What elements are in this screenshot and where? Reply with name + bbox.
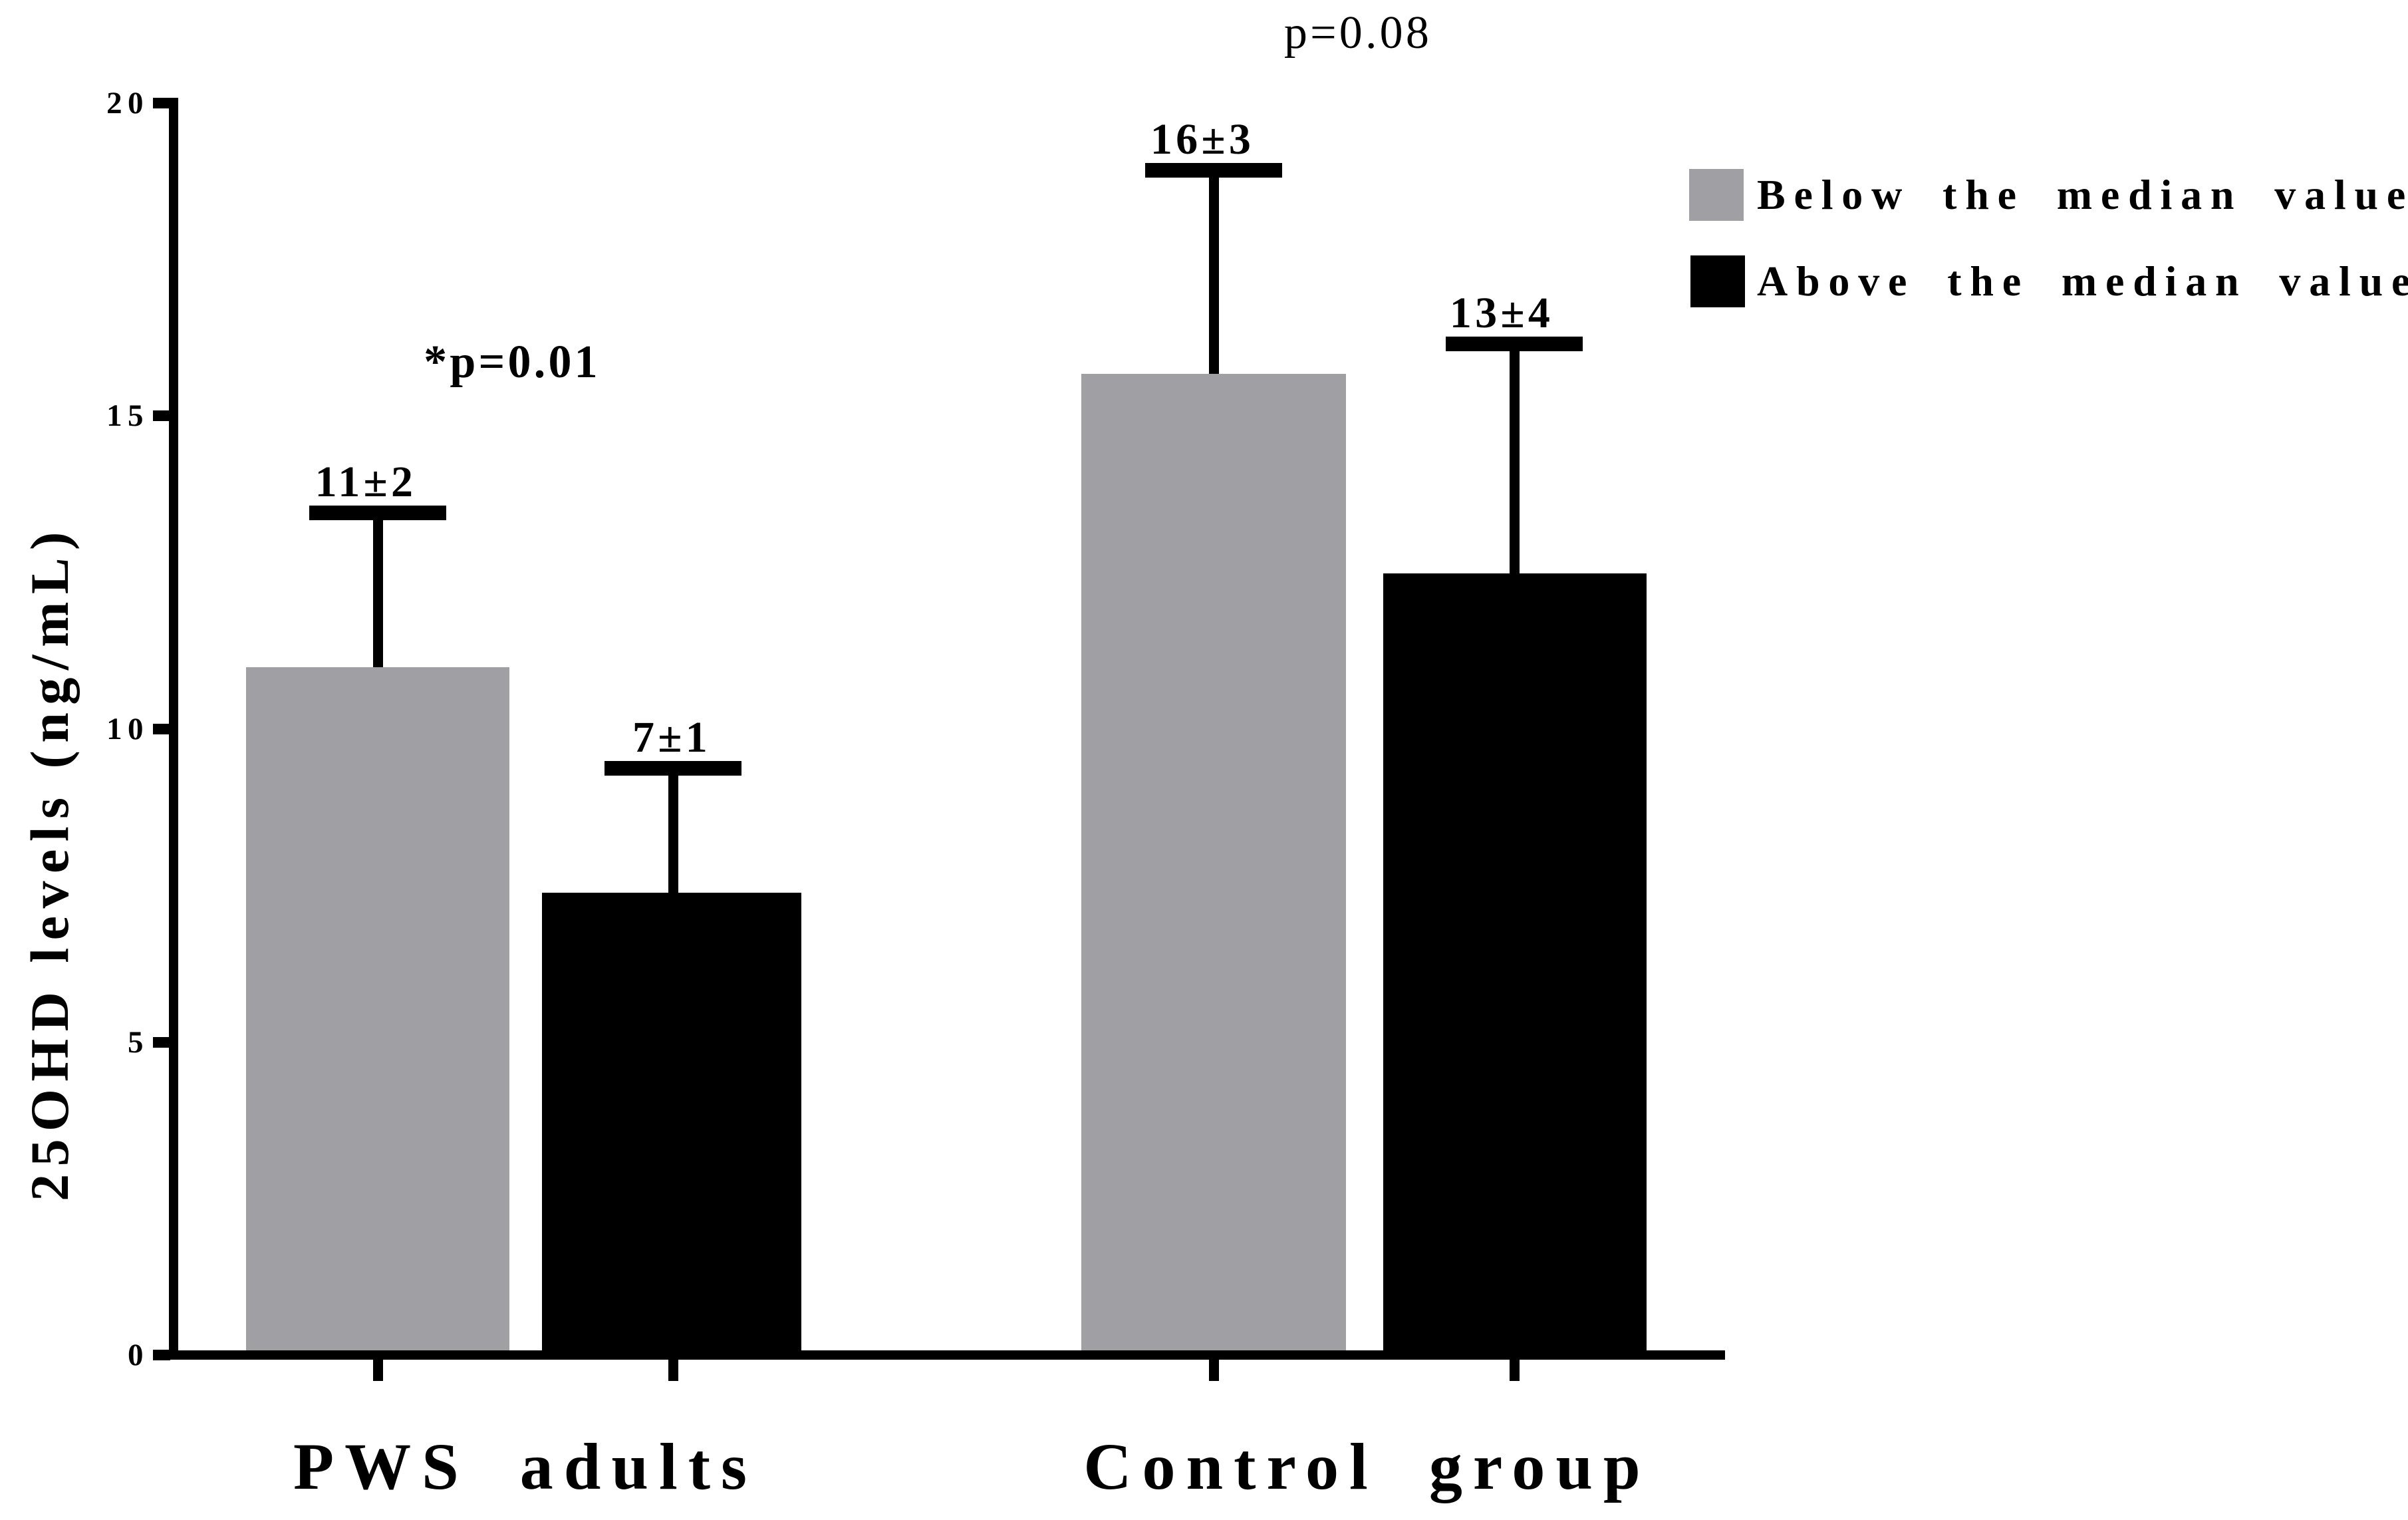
y-tick-label-20: 20	[106, 86, 149, 120]
bar-value-label-pws-above: 7±1	[632, 713, 712, 762]
bar-value-label-pws-below: 11±2	[315, 458, 417, 506]
error-bar-line-ctrl-below	[1209, 170, 1219, 374]
error-bar-cap-pws-below	[309, 506, 446, 520]
x-tick-ctrl-above	[1510, 1360, 1520, 1381]
error-bar-cap-pws-above	[604, 761, 741, 776]
legend: Below the median value Above the median …	[1689, 169, 2408, 322]
x-axis-line	[169, 1350, 1725, 1360]
error-bar-line-pws-below	[373, 513, 383, 667]
x-tick-pws-below	[373, 1360, 383, 1381]
bar-value-label-ctrl-below: 16±3	[1150, 115, 1255, 164]
y-tick-15	[153, 410, 170, 421]
y-tick-10	[153, 724, 170, 734]
y-tick-label-10: 10	[106, 712, 149, 746]
x-tick-ctrl-below	[1209, 1360, 1219, 1381]
bar-ctrl-above-median	[1383, 573, 1647, 1350]
legend-label-above-median: Above the median value	[1757, 257, 2408, 305]
y-tick-20	[153, 98, 170, 108]
y-tick-label-15: 15	[106, 398, 149, 433]
bar-pws-below-median	[246, 667, 509, 1350]
legend-label-below-median: Below the median value	[1757, 171, 2408, 218]
error-bar-line-pws-above	[668, 768, 678, 893]
x-tick-pws-above	[668, 1360, 678, 1381]
group-label-pws: PWS adults	[293, 1430, 757, 1503]
group-label-ctrl: Control group	[1083, 1430, 1651, 1503]
y-axis-line	[169, 98, 178, 1360]
y-tick-label-5: 5	[128, 1025, 149, 1060]
p-value-annotation-pws: *p=0.01	[424, 337, 601, 388]
error-bar-cap-ctrl-below	[1145, 163, 1282, 178]
y-tick-5	[153, 1037, 170, 1048]
p-value-annotation-ctrl: p=0.08	[1283, 7, 1432, 59]
y-axis-title: 25OHD levels (ng/mL)	[19, 524, 80, 1201]
y-tick-0	[153, 1350, 170, 1360]
bar-value-label-ctrl-above: 13±4	[1449, 289, 1554, 337]
error-bar-cap-ctrl-above	[1446, 337, 1583, 351]
error-bar-line-ctrl-above	[1510, 344, 1520, 573]
y-tick-label-0: 0	[128, 1338, 149, 1372]
bar-ctrl-below-median	[1081, 374, 1346, 1350]
legend-swatch-below-median	[1689, 169, 1744, 221]
legend-swatch-above-median	[1690, 255, 1745, 307]
bar-pws-above-median	[542, 893, 801, 1350]
